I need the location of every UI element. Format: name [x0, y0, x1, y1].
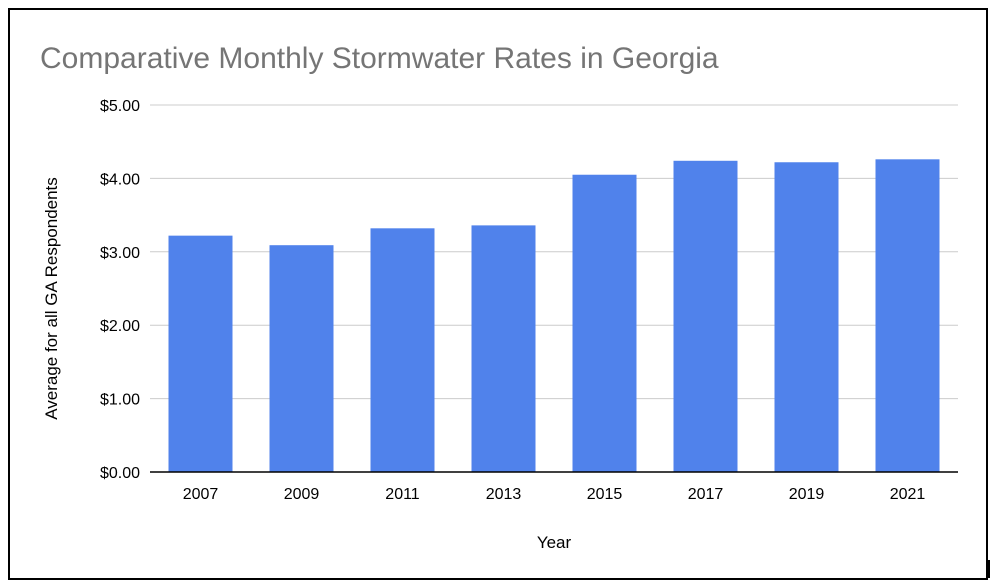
- x-axis-title: Year: [537, 533, 572, 552]
- y-tick-label: $0.00: [100, 465, 140, 482]
- y-axis-title: Average for all GA Respondents: [42, 177, 61, 420]
- bar-2009: [269, 245, 334, 472]
- bar-2011: [370, 228, 435, 472]
- chart-title: Comparative Monthly Stormwater Rates in …: [40, 42, 719, 75]
- x-tick-label: 2019: [789, 486, 825, 503]
- x-tick-label: 2011: [385, 486, 420, 503]
- bars: [168, 159, 940, 473]
- x-tick-label: 2013: [486, 486, 522, 503]
- y-tick-labels: $0.00 $1.00 $2.00 $3.00 $4.00 $5.00: [100, 98, 140, 482]
- y-tick-label: $4.00: [100, 171, 140, 188]
- bar-2019: [774, 162, 839, 472]
- y-tick-label: $2.00: [100, 318, 140, 335]
- x-tick-label: 2015: [587, 486, 623, 503]
- x-tick-label: 2007: [183, 486, 219, 503]
- bar-2007: [168, 235, 233, 472]
- corner-mark: [987, 560, 990, 578]
- y-tick-label: $5.00: [100, 98, 140, 115]
- x-tick-label: 2017: [688, 486, 724, 503]
- x-tick-labels: 2007 2009 2011 2013 2015 2017 2019 2021: [183, 486, 926, 503]
- bar-2017: [673, 160, 738, 472]
- y-tick-label: $1.00: [100, 392, 140, 409]
- bar-2013: [471, 225, 536, 472]
- y-tick-label: $3.00: [100, 245, 140, 262]
- x-tick-label: 2021: [890, 486, 926, 503]
- x-tick-label: 2009: [284, 486, 320, 503]
- bar-2015: [572, 174, 637, 473]
- bar-2021: [875, 159, 940, 473]
